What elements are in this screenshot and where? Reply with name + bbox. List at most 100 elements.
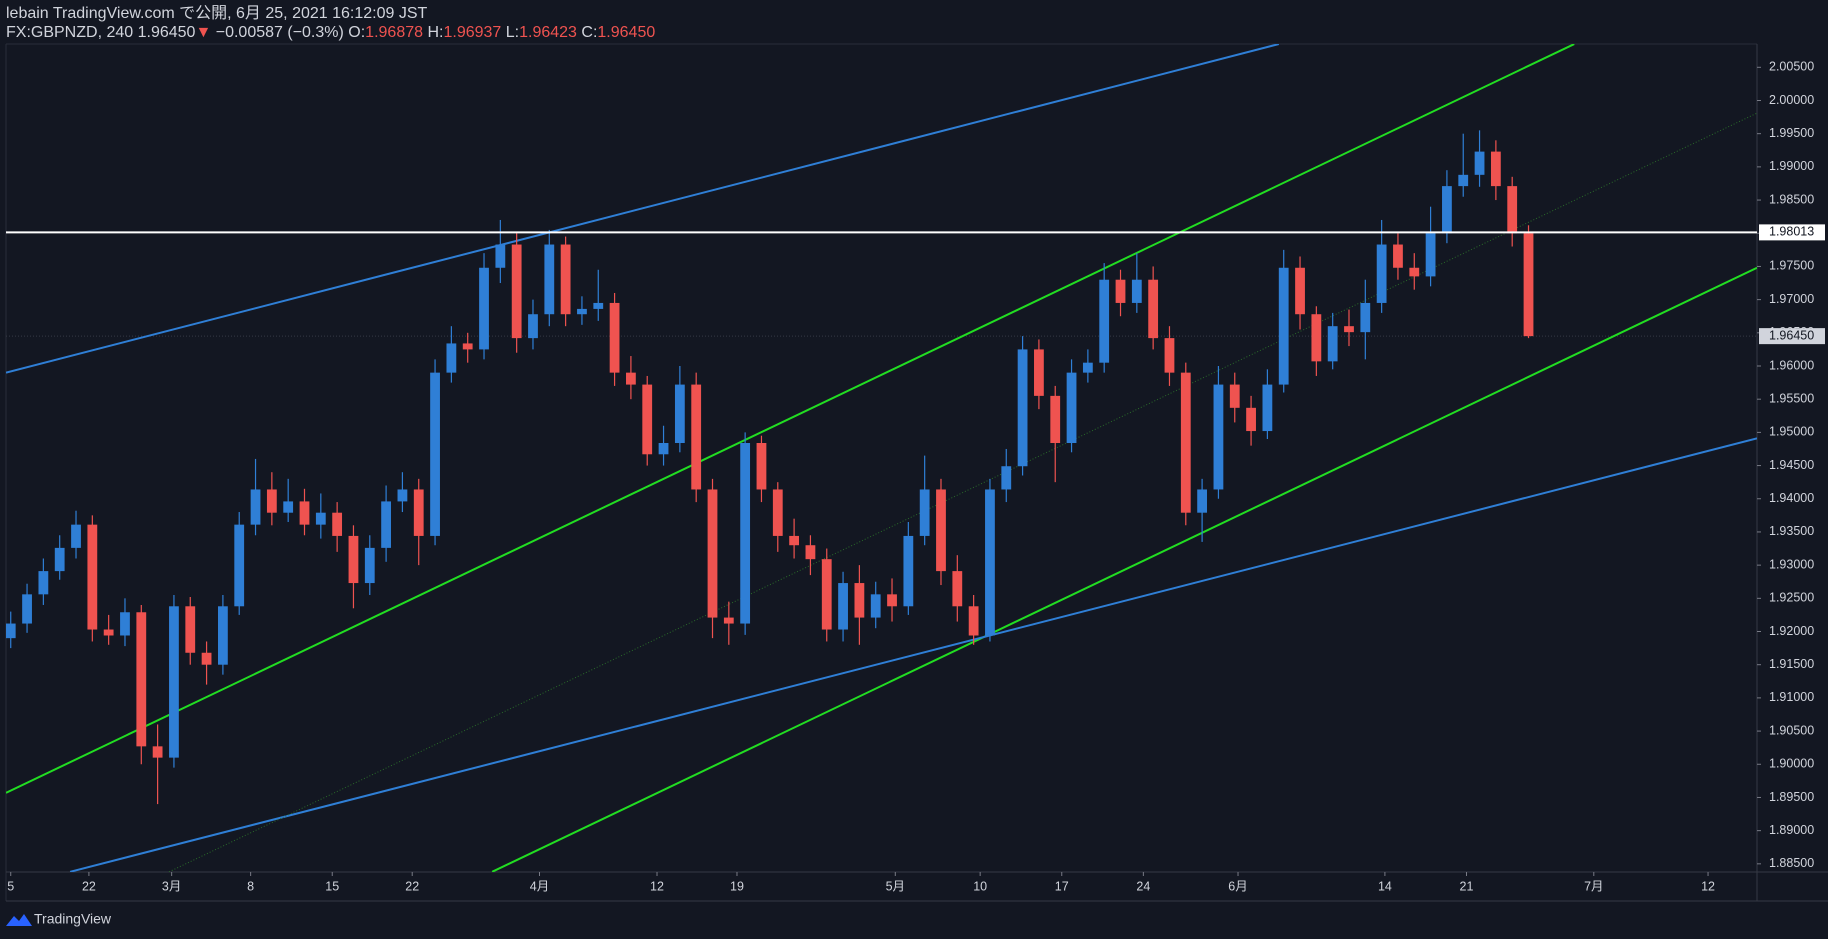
- candle-body: [348, 535, 359, 584]
- h-value: 1.96937: [443, 24, 502, 41]
- x-tick-label: 15: [325, 879, 339, 893]
- x-tick-label: 5: [7, 879, 14, 893]
- candle-body: [903, 535, 914, 607]
- header-line2: FX:GBPNZD, 240 1.96450▼ −0.00587 (−0.3%)…: [6, 23, 655, 42]
- candle-body: [1393, 244, 1403, 268]
- y-tick-label: 1.98500: [1769, 192, 1814, 206]
- candle-body: [381, 501, 391, 548]
- y-tick-label: 1.90000: [1769, 757, 1814, 771]
- y-tick-label: 1.91500: [1769, 657, 1814, 671]
- candle-body: [1458, 174, 1469, 187]
- x-tick-label: 7月: [1584, 879, 1603, 893]
- c-label: C:: [581, 24, 598, 41]
- candle-body: [54, 547, 65, 572]
- brand: TradingView: [34, 911, 112, 927]
- o-value: 1.96878: [365, 24, 424, 41]
- y-tick-label: 1.94000: [1769, 491, 1814, 505]
- candle-body: [185, 606, 196, 653]
- candle-body: [756, 442, 767, 490]
- candle-body: [821, 559, 832, 630]
- y-tick-label: 1.94500: [1769, 458, 1814, 472]
- x-tick-label: 10: [973, 879, 987, 893]
- candle-body: [87, 524, 98, 630]
- change-arrow: ▼: [195, 24, 212, 41]
- x-tick-label: 22: [82, 879, 96, 893]
- candle-body: [870, 594, 881, 618]
- candle-body: [201, 652, 212, 665]
- candle-body: [968, 606, 979, 636]
- x-tick-label: 24: [1136, 879, 1150, 893]
- y-tick-label: 1.91000: [1769, 690, 1814, 704]
- candle-body: [1376, 244, 1387, 303]
- candle-body: [315, 512, 326, 525]
- x-tick-label: 5月: [886, 879, 905, 893]
- candle-body: [446, 343, 457, 373]
- x-tick-label: 14: [1378, 879, 1392, 893]
- candle-body: [1425, 233, 1436, 277]
- x-tick-label: 21: [1460, 879, 1474, 893]
- candle-body: [985, 489, 995, 636]
- header: lebain TradingView.com で公開, 6月 25, 2021 …: [6, 4, 655, 42]
- candle-body: [544, 244, 555, 315]
- trend-line: [491, 266, 1757, 872]
- candle-body: [1229, 384, 1240, 408]
- candle-body: [1197, 489, 1208, 513]
- candle-body: [250, 489, 261, 525]
- candle-body: [1507, 186, 1518, 234]
- price-label: 1.98013: [1769, 225, 1814, 239]
- candle-body: [283, 501, 294, 513]
- candle-body: [38, 571, 49, 595]
- candle-body: [1066, 372, 1077, 443]
- symbol: FX:GBPNZD, 240 1.96450: [6, 24, 196, 41]
- y-tick-label: 1.97000: [1769, 292, 1814, 306]
- x-tick-label: 22: [405, 879, 419, 893]
- candle-body: [1115, 279, 1126, 303]
- candle-body: [1099, 279, 1110, 363]
- candle-body: [1148, 279, 1159, 339]
- y-tick-label: 1.93500: [1769, 524, 1814, 538]
- candle-body: [299, 501, 310, 525]
- y-tick-label: 2.00500: [1769, 60, 1814, 74]
- candle-body: [1311, 314, 1322, 362]
- candle-body: [789, 535, 800, 546]
- candle-body: [1180, 372, 1191, 513]
- candle-body: [479, 267, 489, 350]
- candle-body: [1082, 362, 1093, 373]
- trend-line: [6, 44, 1280, 374]
- candle-body: [1050, 395, 1061, 443]
- y-tick-label: 1.95500: [1769, 391, 1814, 405]
- candle-body: [430, 372, 440, 536]
- candle-body: [103, 629, 114, 636]
- x-tick-label: 12: [650, 879, 664, 893]
- y-tick-label: 1.89000: [1769, 823, 1814, 837]
- candle-body: [1278, 267, 1289, 385]
- last-price-label: 1.96450: [1769, 328, 1814, 342]
- candle-body: [528, 314, 538, 339]
- y-tick-label: 1.99000: [1769, 159, 1814, 173]
- candle-body: [658, 442, 669, 455]
- candle-body: [120, 612, 130, 636]
- trend-line: [168, 112, 1757, 872]
- candle-body: [152, 746, 163, 758]
- candle-body: [854, 583, 865, 618]
- header-line1: lebain TradingView.com で公開, 6月 25, 2021 …: [6, 5, 428, 22]
- candle-body: [511, 244, 522, 339]
- candle-body: [1442, 186, 1452, 234]
- x-tick-label: 19: [730, 879, 744, 893]
- trend-line: [69, 437, 1757, 872]
- candle-body: [1017, 349, 1028, 467]
- y-tick-label: 1.99500: [1769, 126, 1814, 140]
- x-tick-label: 3月: [162, 879, 181, 893]
- candle-body: [1474, 151, 1485, 175]
- candle-body: [136, 612, 147, 747]
- candle-body: [691, 384, 702, 490]
- y-tick-label: 1.93000: [1769, 557, 1814, 571]
- y-tick-label: 1.97500: [1769, 259, 1814, 273]
- logo-icon: [6, 914, 32, 926]
- plot: [6, 44, 1757, 872]
- candle-body: [723, 617, 734, 624]
- candle-body: [413, 489, 424, 536]
- candle-body: [1490, 151, 1501, 187]
